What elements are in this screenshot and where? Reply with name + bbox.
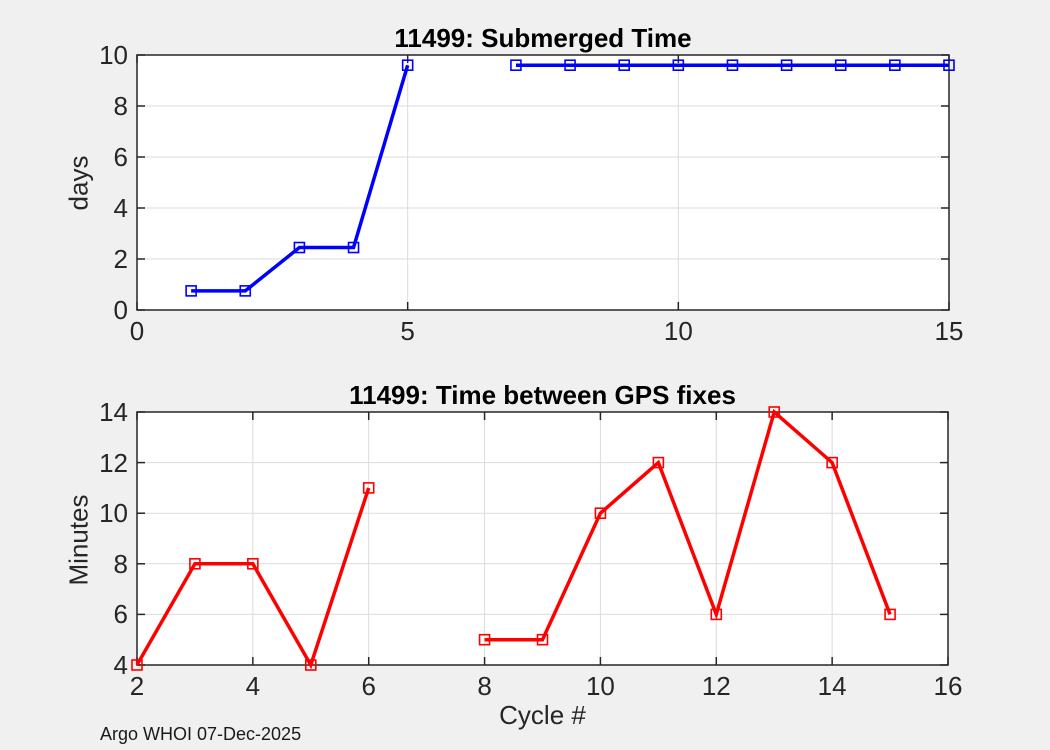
x-tick-label: 15 bbox=[934, 316, 964, 346]
x-tick-label: 12 bbox=[701, 671, 731, 701]
y-tick-label: 12 bbox=[99, 447, 128, 478]
x-tick-label: 6 bbox=[361, 671, 376, 701]
y-tick-label: 6 bbox=[113, 599, 128, 630]
data-marker bbox=[347, 241, 360, 254]
data-marker bbox=[536, 633, 549, 646]
data-marker bbox=[564, 59, 576, 72]
y-tick-label: 4 bbox=[113, 650, 128, 680]
series-line bbox=[484, 408, 892, 642]
data-marker bbox=[293, 241, 306, 254]
series-line bbox=[191, 64, 410, 293]
data-marker bbox=[185, 285, 197, 297]
data-marker bbox=[943, 59, 955, 72]
y-tick-label: 0 bbox=[113, 295, 128, 325]
data-marker bbox=[189, 557, 201, 570]
x-tick-label: 4 bbox=[245, 671, 261, 701]
data-marker bbox=[780, 59, 793, 72]
data-marker bbox=[131, 659, 143, 671]
x-tick-label: 2 bbox=[129, 671, 145, 701]
plot-background bbox=[137, 412, 948, 665]
y-tick-label: 8 bbox=[113, 91, 128, 121]
data-marker bbox=[889, 59, 901, 72]
data-marker bbox=[710, 608, 723, 621]
data-marker bbox=[726, 59, 739, 72]
chart-1-plot-area bbox=[131, 406, 949, 671]
data-marker bbox=[618, 59, 631, 72]
y-tick-label: 10 bbox=[99, 498, 128, 529]
gps-fixes-title: 11499: Time between GPS fixes bbox=[349, 380, 736, 410]
x-tick-label: 8 bbox=[477, 671, 492, 701]
y-tick-label: 10 bbox=[99, 40, 128, 70]
x-tick-label: 0 bbox=[129, 316, 145, 346]
axes-box bbox=[136, 411, 949, 666]
data-marker bbox=[594, 507, 607, 520]
x-tick-label: 10 bbox=[663, 316, 693, 346]
data-marker bbox=[834, 59, 847, 72]
x-tick-label: 5 bbox=[400, 316, 415, 346]
y-tick-label: 4 bbox=[113, 193, 128, 223]
data-marker bbox=[247, 557, 259, 570]
footer-annotation: Argo WHOI 07-Dec-2025 bbox=[100, 724, 302, 744]
data-marker bbox=[401, 59, 414, 72]
data-marker bbox=[826, 456, 838, 469]
data-marker bbox=[652, 456, 665, 469]
cycle-number-xlabel: Cycle # bbox=[499, 700, 586, 730]
plot-background bbox=[137, 55, 949, 310]
data-marker bbox=[239, 285, 252, 297]
y-tick-label: 14 bbox=[99, 397, 128, 427]
axes-box bbox=[136, 54, 950, 311]
data-marker bbox=[768, 406, 781, 418]
x-tick-label: 16 bbox=[933, 671, 963, 701]
submerged-time-title: 11499: Submerged Time bbox=[394, 23, 692, 53]
y-tick-label: 8 bbox=[113, 548, 128, 579]
data-marker bbox=[884, 608, 896, 621]
data-marker bbox=[478, 633, 491, 646]
x-tick-label: 10 bbox=[585, 671, 615, 701]
x-tick-label: 14 bbox=[817, 671, 847, 701]
y-tick-label: 6 bbox=[113, 142, 128, 172]
data-marker bbox=[672, 59, 685, 72]
y-tick-label: 2 bbox=[113, 244, 128, 274]
data-marker bbox=[510, 59, 522, 72]
chart-0-plot-area bbox=[136, 54, 955, 311]
series-line bbox=[135, 487, 371, 670]
data-marker bbox=[304, 659, 317, 671]
data-marker bbox=[362, 482, 375, 494]
